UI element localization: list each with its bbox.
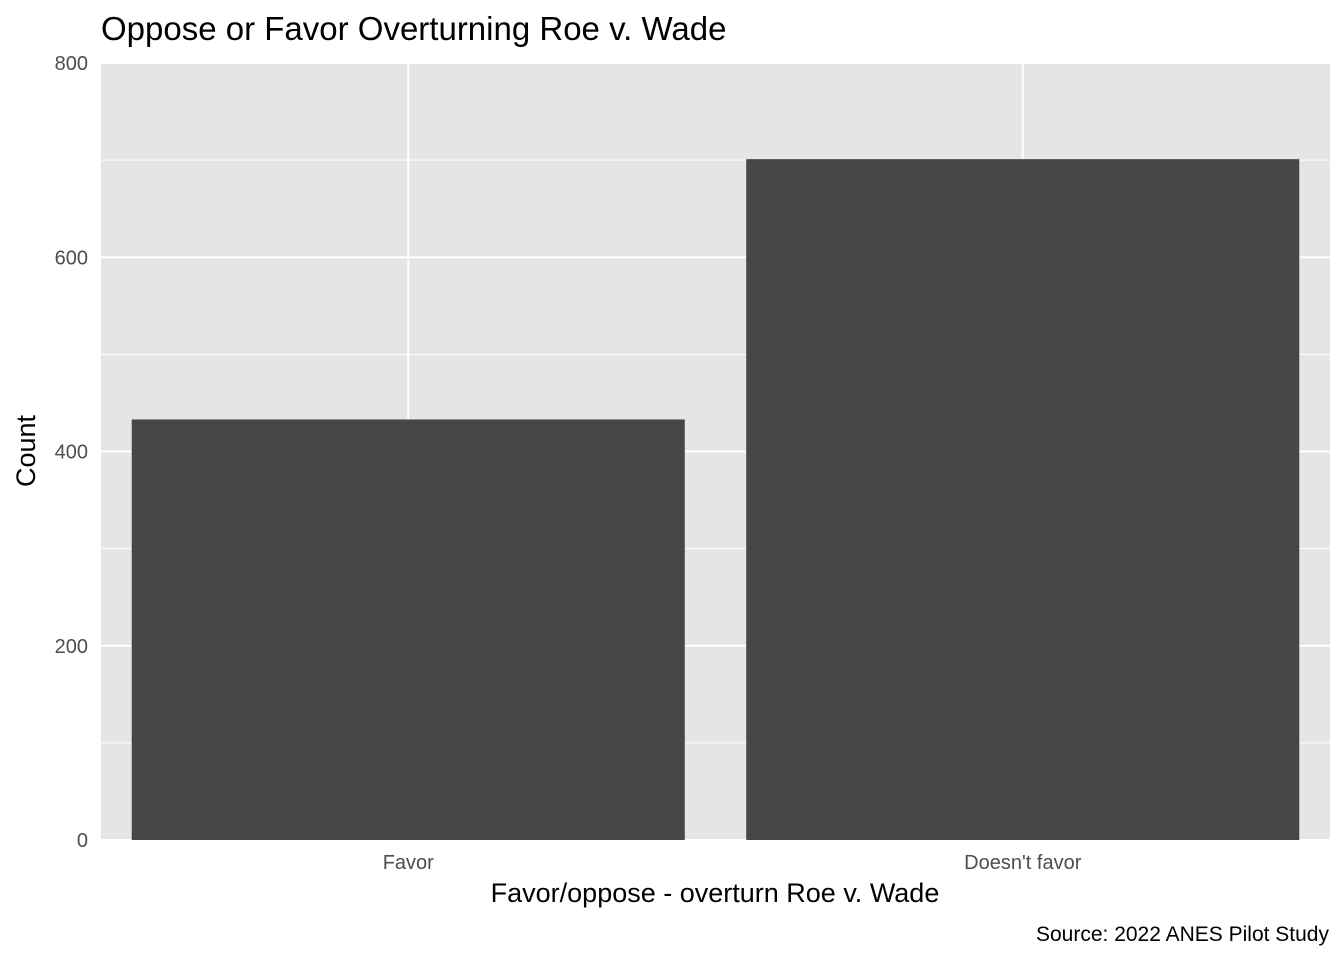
y-axis-ticks: 0 200 400 600 800 (55, 53, 88, 852)
x-tick-label: Favor (383, 852, 434, 874)
bar-1 (746, 159, 1300, 840)
y-tick-label: 0 (77, 830, 88, 852)
source-caption: Source: 2022 ANES Pilot Study (1036, 923, 1330, 946)
y-tick-label: 600 (55, 247, 88, 269)
y-tick-label: 200 (55, 636, 88, 658)
bars (131, 159, 1300, 840)
x-axis-title: Favor/oppose - overturn Roe v. Wade (491, 878, 940, 908)
y-axis-title: Count (11, 414, 41, 487)
y-tick-label: 400 (55, 442, 88, 464)
x-axis-ticks: Favor Doesn't favor (383, 852, 1082, 874)
bar-0 (131, 419, 685, 840)
x-tick-label: Doesn't favor (964, 852, 1082, 874)
chart-title: Oppose or Favor Overturning Roe v. Wade (101, 10, 726, 47)
y-tick-label: 800 (55, 53, 88, 75)
